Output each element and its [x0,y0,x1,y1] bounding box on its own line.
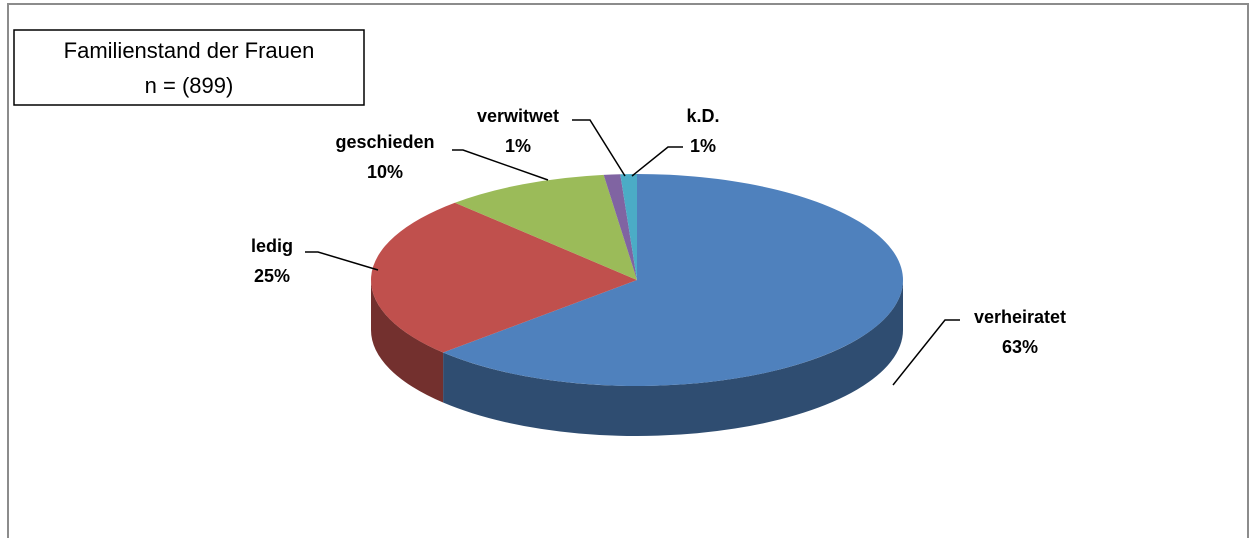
data-label: 1% [505,136,531,156]
data-label-name: verheiratet [974,307,1066,327]
slice-side [371,280,444,403]
slice [443,174,904,386]
data-label-name: geschieden [335,132,434,152]
title-box [13,29,365,106]
leader-line [892,319,960,386]
data-label-name: ledig [251,236,293,256]
slice-side [443,280,903,436]
data-label: 1% [690,136,716,156]
data-label: 10% [367,162,403,182]
data-label: 63% [1002,337,1038,357]
chart-frame [7,3,1249,538]
data-label-name: verwitwet [477,106,559,126]
data-label: 25% [254,266,290,286]
data-label-name: k.D. [686,106,719,126]
slice [370,202,637,353]
chart-subtitle: n = (899) [145,73,234,98]
slice [620,174,637,280]
leader-line [631,146,683,177]
leader-line [452,149,549,181]
chart-title: Familienstand der Frauen [64,38,315,63]
slice [454,174,637,280]
leader-line [305,251,379,271]
slice [603,174,637,280]
leader-line [572,119,626,177]
